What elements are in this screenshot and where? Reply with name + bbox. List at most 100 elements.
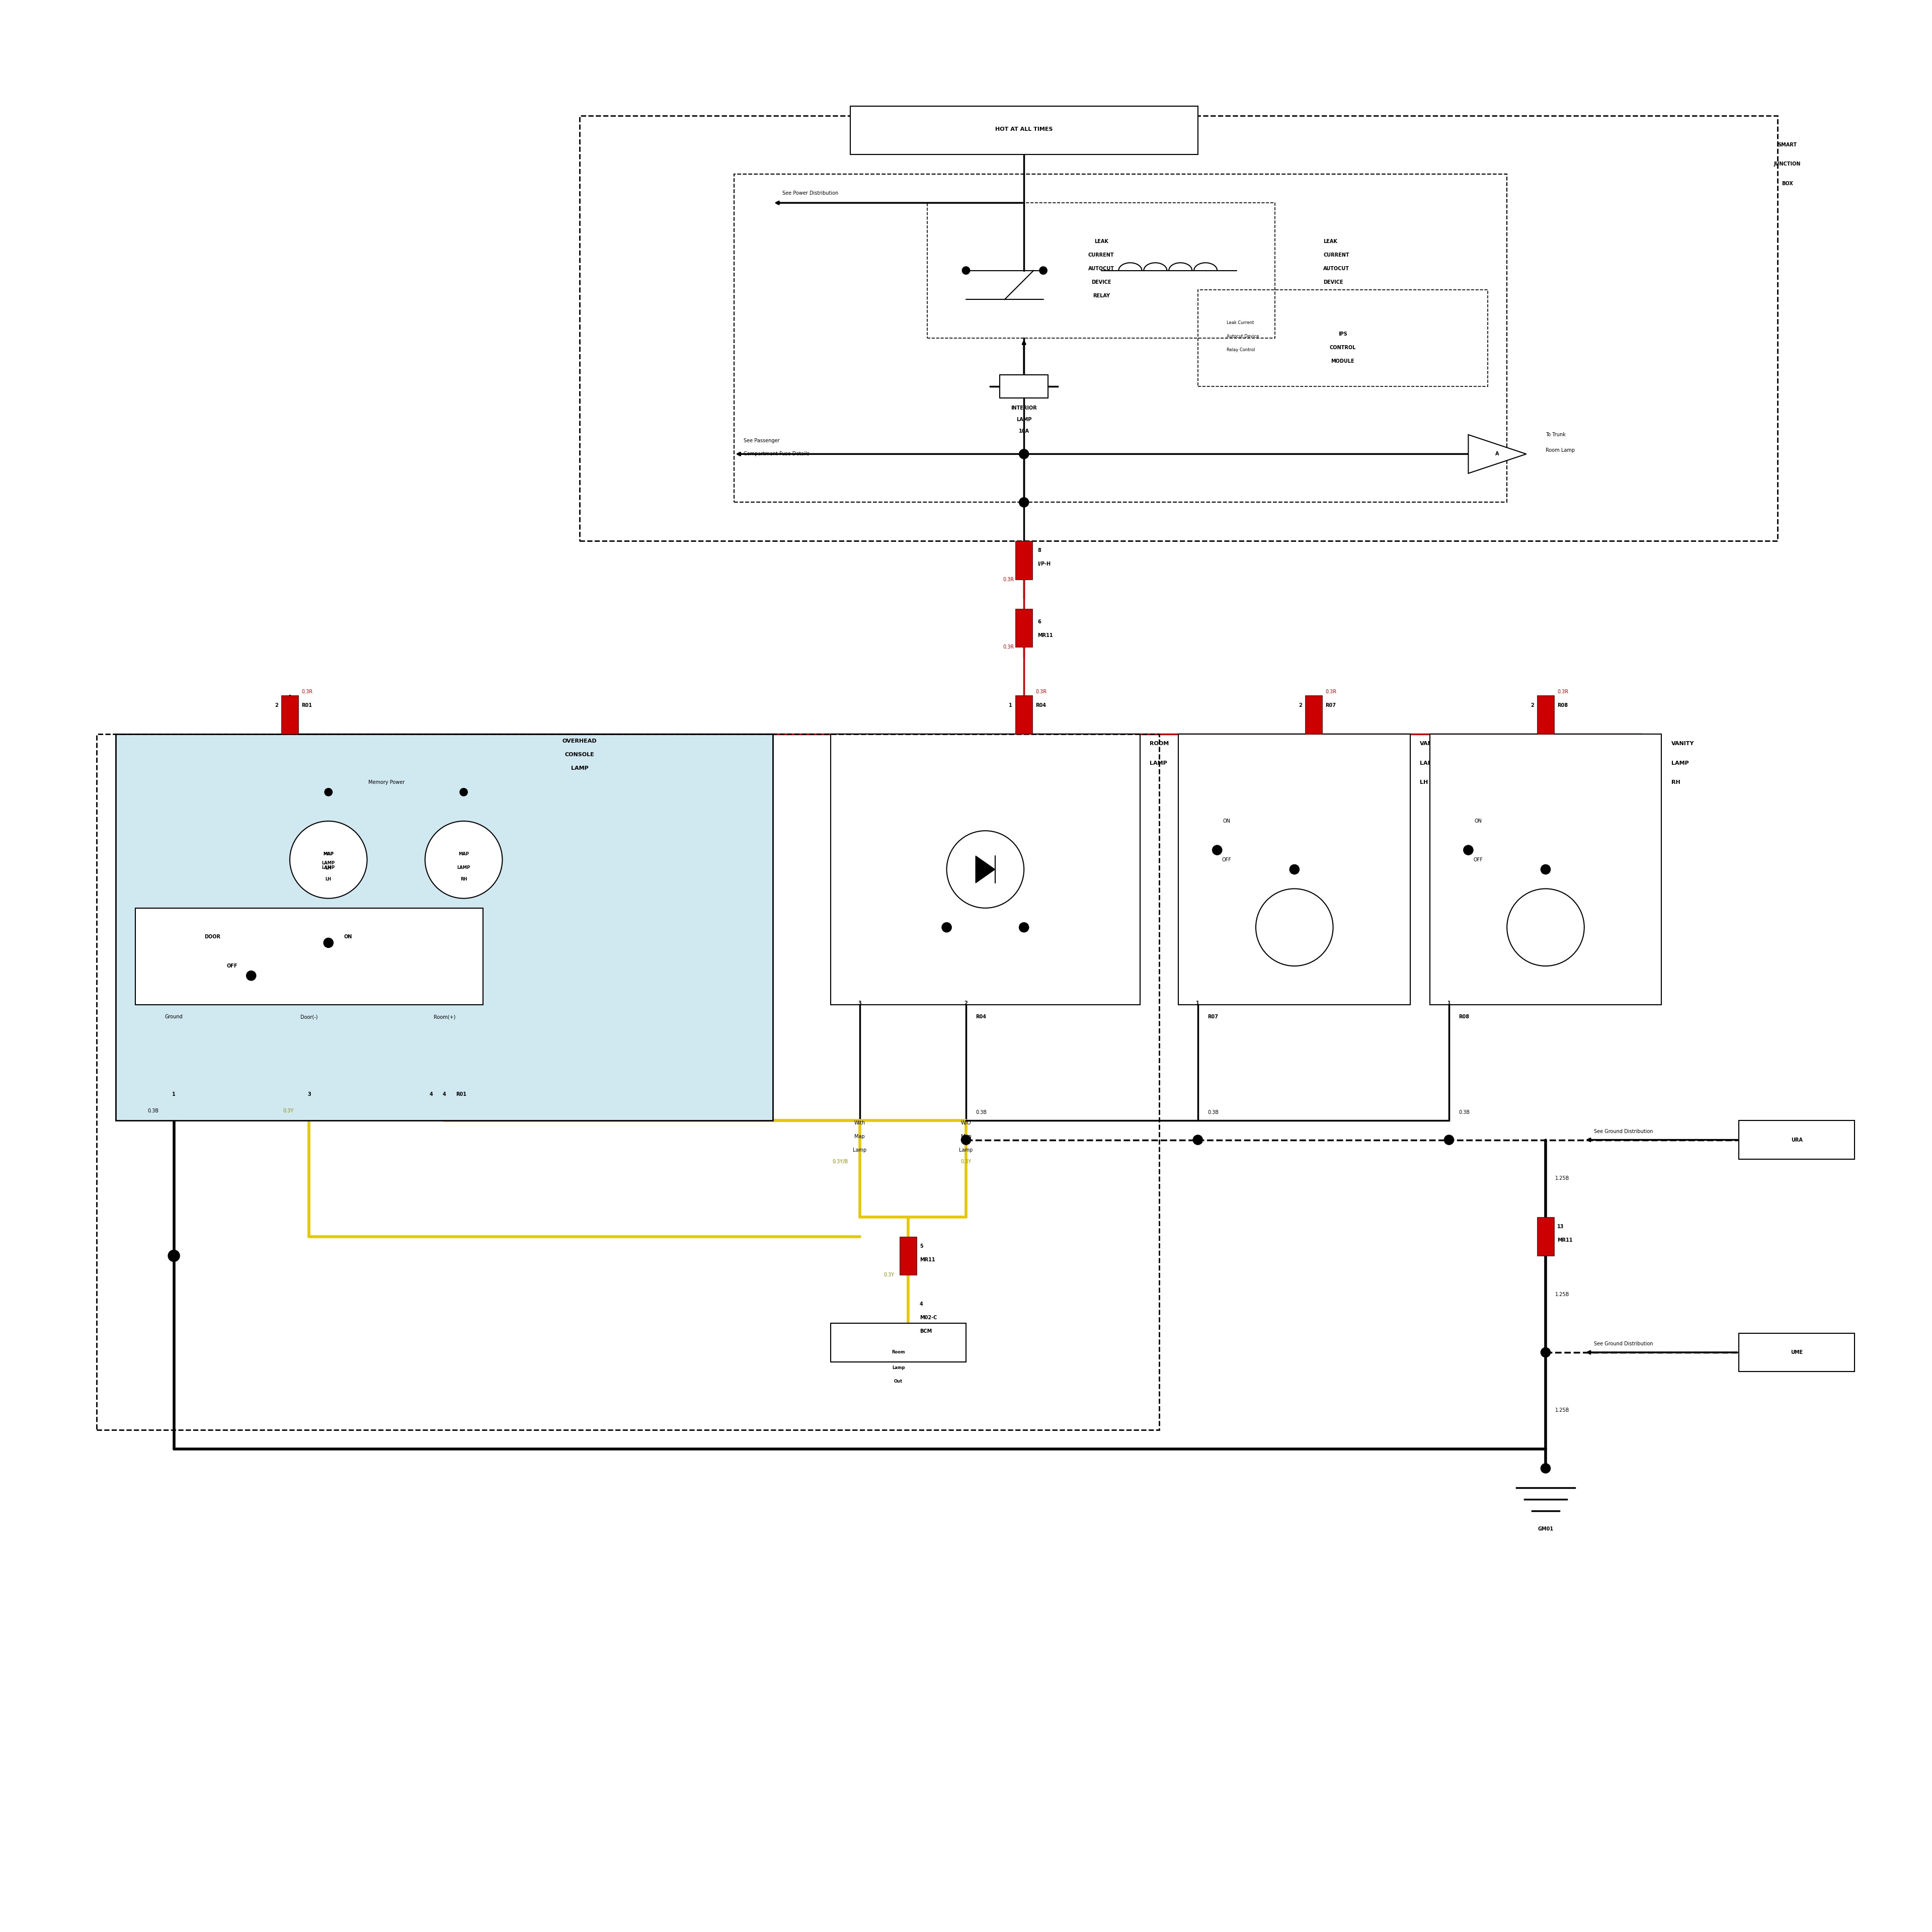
Text: UME: UME	[1791, 1350, 1803, 1354]
Circle shape	[943, 923, 951, 933]
Text: ON: ON	[1474, 819, 1482, 823]
Text: MR11: MR11	[1557, 1238, 1573, 1242]
Text: 0.3Y: 0.3Y	[960, 1159, 972, 1165]
Circle shape	[1039, 267, 1047, 274]
Bar	[1016, 696, 1032, 734]
Text: I/P-H: I/P-H	[1037, 562, 1051, 566]
Text: BCM: BCM	[920, 1329, 931, 1333]
Text: 0.3R: 0.3R	[301, 690, 313, 694]
Text: W/O: W/O	[960, 1121, 972, 1126]
Text: 1: 1	[1196, 1001, 1200, 1007]
Text: MAP: MAP	[458, 852, 469, 856]
Text: LH: LH	[325, 877, 332, 881]
Bar	[850, 106, 1198, 155]
Text: CONTROL: CONTROL	[1329, 346, 1356, 350]
Circle shape	[460, 788, 468, 796]
Text: 2: 2	[964, 1001, 968, 1007]
Bar	[580, 116, 1777, 541]
Bar	[1016, 541, 1032, 580]
Text: 3: 3	[858, 1001, 862, 1007]
Text: AUTOCUT: AUTOCUT	[1323, 267, 1350, 270]
Bar	[898, 1236, 916, 1275]
Text: Leak Current: Leak Current	[1227, 321, 1254, 325]
Text: See Power Distribution: See Power Distribution	[782, 191, 838, 195]
Text: HOT AT ALL TIMES: HOT AT ALL TIMES	[995, 128, 1053, 131]
Text: 0.3Y: 0.3Y	[883, 1273, 895, 1277]
Text: SMART: SMART	[1777, 143, 1797, 147]
Bar	[831, 734, 1140, 1005]
Bar	[1739, 1121, 1855, 1159]
Text: 4: 4	[920, 1302, 923, 1306]
Text: 1: 1	[1009, 703, 1012, 707]
Text: To Trunk: To Trunk	[1546, 433, 1565, 437]
Text: LAMP: LAMP	[1671, 761, 1689, 765]
Text: 1: 1	[172, 1092, 176, 1097]
Text: Out: Out	[895, 1379, 902, 1383]
Circle shape	[168, 1250, 180, 1262]
Circle shape	[1020, 923, 1028, 933]
Text: 6: 6	[1037, 620, 1041, 624]
Text: LAMP: LAMP	[1420, 761, 1437, 765]
Bar	[282, 696, 299, 734]
Text: 1.25B: 1.25B	[1555, 1408, 1569, 1412]
Text: LAMP: LAMP	[1150, 761, 1167, 765]
Text: 5: 5	[920, 1244, 923, 1248]
Text: Autocut Device: Autocut Device	[1227, 334, 1260, 338]
Text: LAMP: LAMP	[1016, 417, 1032, 423]
Text: LAMP: LAMP	[458, 866, 469, 869]
Text: 0.3R: 0.3R	[1325, 690, 1337, 694]
Text: RH: RH	[460, 877, 468, 881]
Text: Compartment Fuse Details: Compartment Fuse Details	[744, 452, 810, 456]
Text: 1.25B: 1.25B	[1555, 1177, 1569, 1180]
Text: RH: RH	[1671, 781, 1681, 784]
Text: R04: R04	[1036, 703, 1045, 707]
Text: DEVICE: DEVICE	[1323, 280, 1343, 284]
Circle shape	[1464, 846, 1472, 854]
Bar	[1198, 290, 1488, 386]
Text: See Ground Distribution: See Ground Distribution	[1594, 1128, 1654, 1134]
Bar	[1304, 696, 1321, 734]
Text: Map: Map	[960, 1134, 972, 1140]
Text: CURRENT: CURRENT	[1323, 253, 1349, 257]
Bar	[927, 203, 1275, 338]
Circle shape	[1291, 866, 1298, 873]
Text: Lamp: Lamp	[893, 1366, 904, 1370]
Text: OFF: OFF	[1474, 858, 1482, 862]
Text: 0.3B: 0.3B	[147, 1109, 158, 1113]
Circle shape	[1192, 1136, 1202, 1144]
Text: LAMP
LH: LAMP LH	[323, 860, 334, 871]
Text: OFF: OFF	[1223, 858, 1231, 862]
Text: 0.3R: 0.3R	[1557, 690, 1569, 694]
Text: ON: ON	[344, 935, 352, 939]
Text: INTERIOR: INTERIOR	[1010, 406, 1037, 412]
Text: VANITY: VANITY	[1671, 742, 1694, 746]
Bar	[1430, 734, 1662, 1005]
Text: 0.3B: 0.3B	[1208, 1109, 1219, 1115]
Text: With: With	[854, 1121, 866, 1126]
Text: R08: R08	[1459, 1014, 1470, 1020]
Text: MAP: MAP	[323, 852, 334, 856]
Circle shape	[962, 267, 970, 274]
Circle shape	[1542, 1349, 1549, 1356]
Circle shape	[1445, 1136, 1453, 1144]
Bar	[831, 1323, 966, 1362]
Bar	[1739, 1333, 1855, 1372]
Text: R07: R07	[1325, 703, 1335, 707]
Text: R07: R07	[1208, 1014, 1217, 1020]
Text: 0.3Y/B: 0.3Y/B	[833, 1159, 848, 1165]
Text: M02-C: M02-C	[920, 1316, 937, 1320]
Text: A: A	[1495, 452, 1499, 456]
Circle shape	[1507, 889, 1584, 966]
Text: DOOR: DOOR	[205, 935, 220, 939]
Text: CONSOLE: CONSOLE	[564, 752, 595, 757]
Text: 0.3Y: 0.3Y	[282, 1109, 294, 1113]
Text: Room(+): Room(+)	[433, 1014, 456, 1020]
Circle shape	[325, 788, 332, 796]
Text: R08: R08	[1557, 703, 1569, 707]
Text: 13: 13	[1557, 1225, 1565, 1229]
Text: 2: 2	[1530, 703, 1534, 707]
Text: MR11: MR11	[920, 1258, 935, 1262]
Text: Relay Control: Relay Control	[1227, 348, 1256, 352]
Text: Memory Power: Memory Power	[369, 781, 404, 784]
Text: R01: R01	[301, 703, 311, 707]
